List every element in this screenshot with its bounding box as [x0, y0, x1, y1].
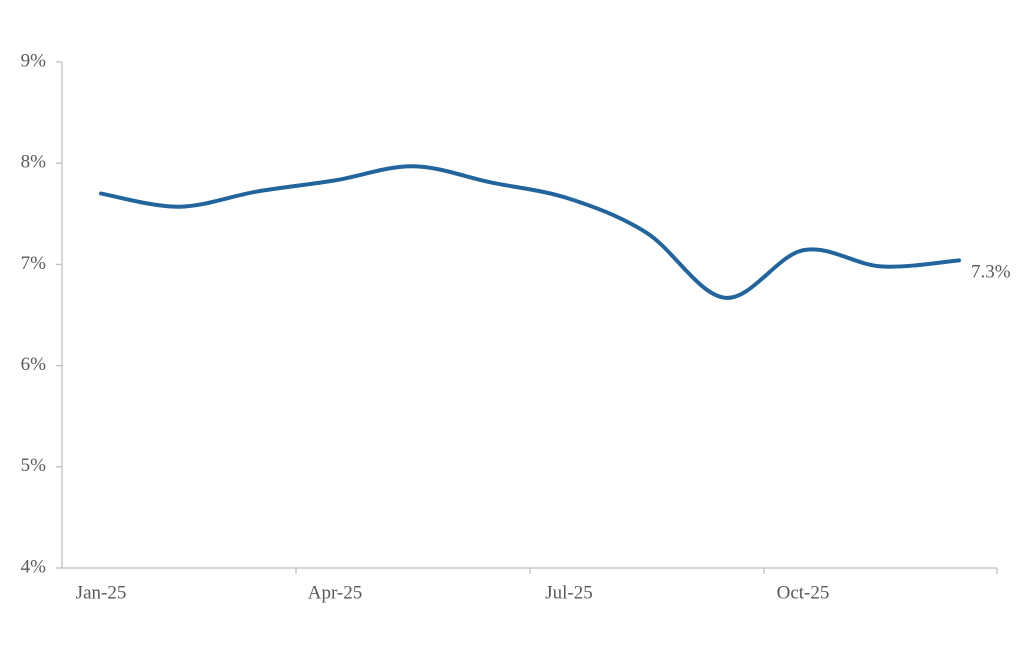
- y-tick-label: 6%: [21, 354, 47, 375]
- y-tick-label: 7%: [21, 253, 47, 274]
- x-tick-label: Oct-25: [777, 582, 830, 603]
- x-tick-label: Jul-25: [545, 582, 593, 603]
- annotation: 7.3%: [971, 262, 1011, 283]
- line: [99, 164, 961, 300]
- y-tick-label: 5%: [21, 455, 47, 476]
- x-tick-label: Apr-25: [308, 582, 363, 603]
- y-tick-label: 8%: [21, 152, 47, 173]
- y-tick-label: 9%: [21, 50, 47, 71]
- y-tick-label: 4%: [21, 556, 47, 577]
- x-tick-label: Jan-25: [76, 582, 127, 603]
